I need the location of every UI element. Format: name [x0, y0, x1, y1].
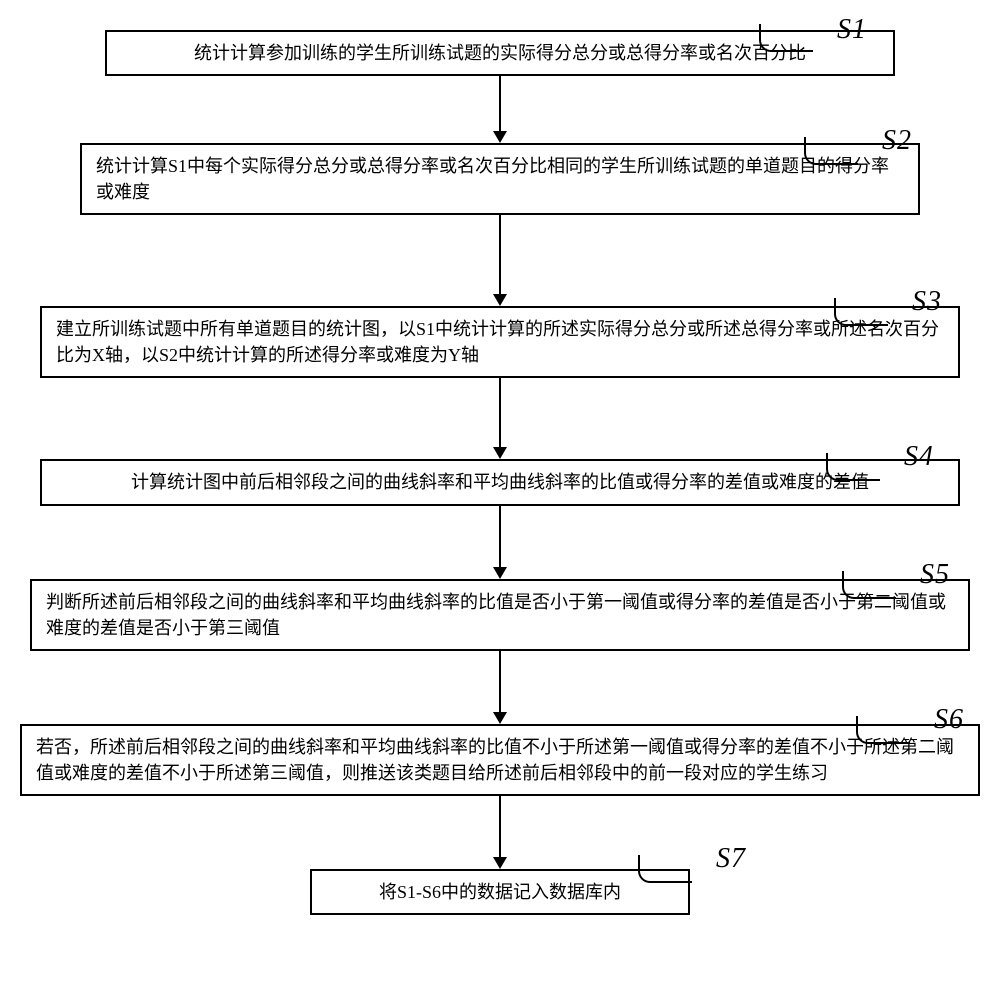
flow-arrow	[493, 506, 507, 579]
flow-step-label: S5	[920, 559, 950, 591]
flow-step-s2: 统计计算S1中每个实际得分总分或总得分率或名次百分比相同的学生所训练试题的单道题…	[20, 143, 980, 306]
flow-box-s6: 若否，所述前后相邻段之间的曲线斜率和平均曲线斜率的比值不小于所述第一阈值或得分率…	[20, 724, 980, 796]
flow-label-connector	[856, 716, 910, 744]
flow-arrow	[493, 215, 507, 306]
flow-label-connector	[842, 571, 896, 599]
flow-arrow	[493, 76, 507, 143]
flow-label-connector	[804, 137, 858, 165]
flow-box-s5: 判断所述前后相邻段之间的曲线斜率和平均曲线斜率的比值是否小于第一阈值或得分率的差…	[30, 579, 970, 651]
flow-step-label: S1	[837, 14, 867, 46]
flow-label-connector	[638, 855, 692, 883]
flow-step-s6: 若否，所述前后相邻段之间的曲线斜率和平均曲线斜率的比值不小于所述第一阈值或得分率…	[20, 724, 980, 869]
flow-step-s3: 建立所训练试题中所有单道题目的统计图，以S1中统计计算的所述实际得分总分或所述总…	[20, 306, 980, 459]
flow-arrow	[493, 651, 507, 724]
flow-step-label: S4	[904, 441, 934, 473]
flowchart: 统计计算参加训练的学生所训练试题的实际得分总分或总得分率或名次百分比S1统计计算…	[20, 30, 980, 915]
flow-label-connector	[759, 24, 813, 52]
flow-box-s3: 建立所训练试题中所有单道题目的统计图，以S1中统计计算的所述实际得分总分或所述总…	[40, 306, 960, 378]
flow-step-s4: 计算统计图中前后相邻段之间的曲线斜率和平均曲线斜率的比值或得分率的差值或难度的差…	[20, 459, 980, 578]
flow-step-label: S7	[716, 843, 746, 875]
flow-step-s1: 统计计算参加训练的学生所训练试题的实际得分总分或总得分率或名次百分比S1	[20, 30, 980, 143]
flow-label-connector	[826, 453, 880, 481]
flow-step-label: S2	[882, 125, 912, 157]
flow-box-s2: 统计计算S1中每个实际得分总分或总得分率或名次百分比相同的学生所训练试题的单道题…	[80, 143, 920, 215]
flow-step-label: S6	[934, 704, 964, 736]
flow-arrow	[493, 378, 507, 459]
flow-arrow	[493, 796, 507, 869]
flow-step-s7: 将S1-S6中的数据记入数据库内S7	[20, 869, 980, 915]
flow-step-s5: 判断所述前后相邻段之间的曲线斜率和平均曲线斜率的比值是否小于第一阈值或得分率的差…	[20, 579, 980, 724]
flow-step-label: S3	[912, 286, 942, 318]
flow-label-connector	[834, 298, 888, 326]
flow-box-s4: 计算统计图中前后相邻段之间的曲线斜率和平均曲线斜率的比值或得分率的差值或难度的差…	[40, 459, 960, 505]
flow-box-s7: 将S1-S6中的数据记入数据库内	[310, 869, 690, 915]
